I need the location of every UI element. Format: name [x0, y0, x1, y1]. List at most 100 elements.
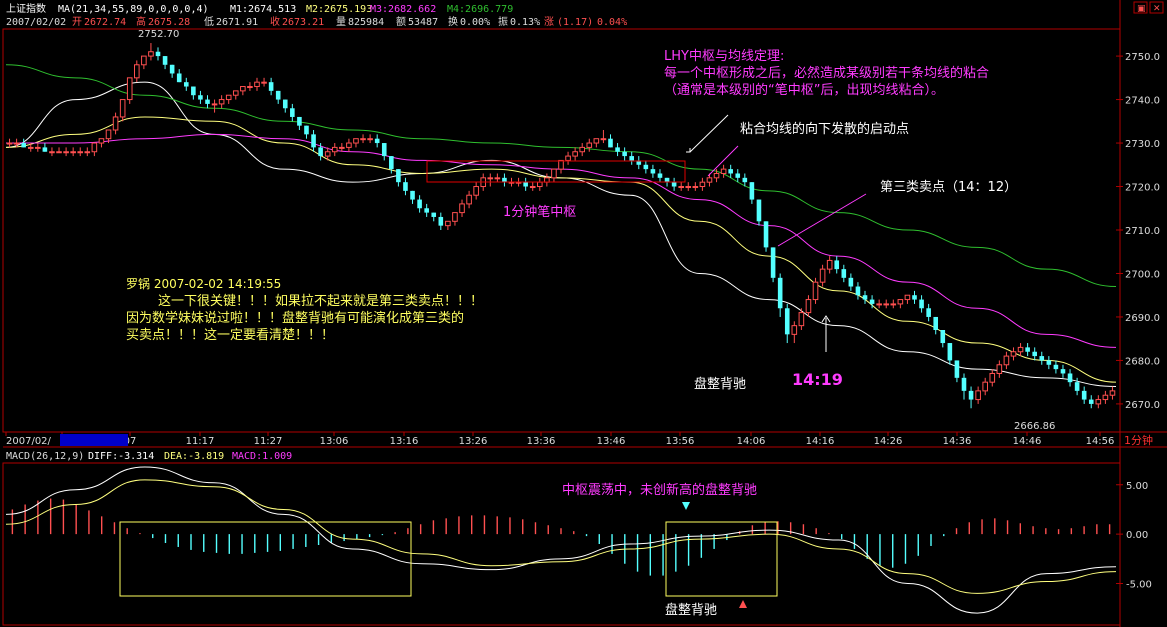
candle-body: [198, 95, 203, 100]
candle-body: [155, 51, 161, 57]
close-button[interactable]: [1149, 1, 1164, 14]
candle-body: [424, 208, 429, 213]
candle-body: [254, 81, 260, 88]
amp-label: 振: [498, 15, 508, 28]
candle-body: [650, 169, 656, 174]
candle-body: [572, 151, 578, 157]
annotation-pointers: [686, 114, 831, 352]
candle-body: [21, 143, 26, 148]
window-buttons[interactable]: ▣ ✕: [1133, 1, 1164, 14]
header-line-1: 上证指数 MA(21,34,55,89,0,0,0,0,4) M1:2674.5…: [6, 2, 513, 15]
candle-body: [77, 151, 84, 154]
candle-body: [692, 186, 699, 189]
candle-body: [466, 194, 472, 205]
candle-body: [798, 312, 805, 327]
macd-value: MACD:1.009: [232, 451, 292, 462]
candle-body: [968, 390, 974, 400]
candle-body: [417, 199, 422, 209]
time-tick-label: 14:56: [1086, 436, 1115, 447]
macd-axis-ticks: 5.00 0.00 -5.00: [1116, 481, 1152, 591]
candlesticks: [6, 43, 1116, 409]
restore-button[interactable]: [1133, 1, 1148, 14]
candle-body: [176, 73, 182, 83]
amp-value: 0.13%: [510, 17, 540, 28]
candle-body: [331, 146, 338, 153]
candle-body: [304, 125, 309, 135]
price-tick-label: 2700.0: [1125, 269, 1160, 280]
turn-value: 0.00%: [460, 17, 490, 28]
candle-body: [636, 160, 642, 165]
macd-header: MACD(26,12,9) DIFF:-3.314 DEA:-3.819 MAC…: [6, 451, 292, 462]
candle-body: [6, 142, 13, 145]
restore-icon: ▣: [1137, 4, 1146, 14]
candle-body: [473, 186, 479, 196]
candle-body: [112, 116, 119, 131]
candle-body: [268, 82, 274, 91]
candle-body: [529, 186, 536, 189]
ma-m2: M2:2675.193: [306, 4, 372, 15]
time-tick-label: 2007/02/: [6, 436, 52, 447]
candle-body: [396, 169, 401, 183]
candle-body: [664, 177, 670, 183]
candle-body: [35, 146, 41, 149]
open-value: 2672.74: [84, 17, 126, 28]
candle-body: [318, 147, 323, 157]
candle-body: [346, 142, 352, 148]
candle-body: [1060, 369, 1066, 374]
candle-body: [438, 216, 444, 226]
candle-body: [720, 168, 727, 174]
macd-tick-label: 5.00: [1126, 481, 1148, 492]
candle-body: [615, 147, 620, 152]
candle-body: [622, 151, 627, 157]
candle-body: [713, 172, 720, 179]
candle-body: [360, 138, 366, 141]
candle-body: [551, 168, 557, 179]
bar-date: 2007/02/02: [6, 17, 66, 28]
panzheng-label-2: 盘整背驰: [665, 602, 717, 618]
candle-body: [119, 99, 126, 118]
third-sell-note: 第三类卖点（14：12）: [880, 180, 1017, 195]
candle-body: [848, 277, 854, 287]
candle-body: [63, 151, 69, 154]
price-tick-label: 2720.0: [1125, 183, 1160, 194]
candle-body: [961, 377, 967, 391]
candle-body: [225, 94, 232, 101]
candle-body: [947, 343, 953, 361]
candle-body: [975, 390, 981, 401]
candle-body: [502, 177, 507, 183]
period-label[interactable]: 1分钟: [1124, 433, 1153, 447]
moving-average-lines: [5, 64, 1117, 388]
candle-body: [431, 212, 437, 217]
candle-body: [98, 138, 105, 144]
comment-line-1: 这一下很关键！！！如果拉不起来就是第三类卖点！！！: [158, 293, 483, 309]
index-name: 上证指数: [6, 2, 46, 15]
candle-body: [374, 138, 380, 144]
zhongshu-box: [426, 160, 686, 183]
candle-body: [218, 99, 225, 105]
candle-body: [381, 143, 387, 157]
macd-up-arrow: [739, 600, 747, 608]
high-price-label: 2752.70: [138, 29, 179, 40]
candle-body: [133, 64, 140, 79]
candle-body: [49, 151, 55, 154]
macd-down-arrow: [682, 502, 690, 510]
macd-line-dea: [5, 479, 1117, 594]
candle-body: [784, 308, 790, 335]
candle-body: [954, 360, 960, 378]
candle-body: [819, 268, 826, 283]
price-tick-label: 2740.0: [1125, 96, 1160, 107]
candle-body: [777, 277, 783, 309]
candle-body: [834, 260, 840, 270]
candle-body: [1046, 360, 1052, 365]
candle-body: [27, 146, 34, 149]
ma-label: MA(21,34,55,89,0,0,0,0,4): [58, 4, 209, 15]
candle-body: [706, 177, 713, 183]
candle-body: [410, 190, 415, 200]
candle-body: [933, 316, 939, 330]
ma-m3: M3:2682.662: [370, 4, 436, 15]
macd-line-diff: [5, 466, 1117, 614]
candle-body: [1081, 390, 1087, 400]
candle-body: [904, 294, 911, 301]
candle-body: [339, 146, 345, 149]
